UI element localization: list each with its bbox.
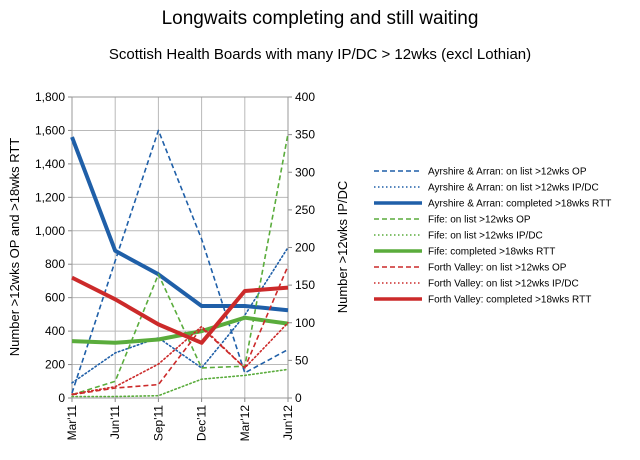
y2-tick-label: 0: [295, 391, 302, 405]
legend-label: Forth Valley: completed >18wks RTT: [428, 295, 591, 306]
legend-label: Fife: completed >18wks RTT: [428, 247, 555, 258]
y2-tick-label: 350: [295, 128, 315, 142]
y-tick-label: 1,600: [35, 123, 65, 137]
series-lines: [70, 129, 289, 398]
legend-label: Ayrshire & Arran: on list >12wks IP/DC: [428, 183, 599, 194]
plot-frame: [71, 96, 289, 399]
series-line-7: [71, 265, 289, 396]
legend-label: Forth Valley: on list >12wks IP/DC: [428, 279, 579, 290]
series-line-4: [71, 133, 289, 396]
y2-tick-label: 250: [295, 203, 315, 217]
y2-tick-label: 50: [295, 353, 309, 367]
series-line-3: [70, 136, 289, 313]
series-line-1: [71, 129, 289, 394]
series-line-5: [71, 368, 289, 398]
series-line-2: [71, 246, 289, 384]
x-tick-label: Mar'11: [65, 405, 79, 441]
legend-label: Ayrshire & Arran: on list >12wks OP: [428, 167, 587, 178]
x-tick-label: Sep'11: [151, 405, 165, 441]
y2-axis-title: Number >12wks IP/DC: [335, 181, 350, 314]
y-axis-title: Number >12wks OP and >18wks RTT: [7, 138, 22, 357]
y-tick-label: 800: [45, 257, 65, 271]
y2-tick-label: 150: [295, 278, 315, 292]
y2-tick-label: 400: [295, 90, 315, 104]
y2-tick-label: 200: [295, 241, 315, 255]
axes: 0 200 400 600 800 1,000 1,200 1,400 1,600 1,800 0 5…: [35, 90, 315, 441]
y-tick-label: 1,800: [35, 90, 65, 104]
x-tick-label: Dec'11: [195, 405, 209, 441]
y2-tick-label: 100: [295, 316, 315, 330]
legend-label: Forth Valley: on list >12wks OP: [428, 263, 567, 274]
y-tick-label: 0: [58, 391, 65, 405]
series-line-8: [71, 321, 289, 396]
legend-label: Fife: on list >12wks IP/DC: [428, 231, 543, 242]
y-tick-label: 1,000: [35, 224, 65, 238]
x-tick-label: Mar'12: [238, 405, 252, 442]
y2-tick-label: 300: [295, 165, 315, 179]
y-tick-label: 400: [45, 324, 65, 338]
x-tick-label: Jun'12: [281, 405, 295, 440]
legend-label: Fife: on list >12wks OP: [428, 215, 531, 226]
x-tick-label: Jun'11: [108, 405, 122, 439]
legend: Ayrshire & Arran: on list >12wks OP Ayrsh…: [374, 167, 611, 306]
chart-subtitle: Scottish Health Boards with many IP/DC >…: [108, 46, 532, 63]
chart-title: Longwaits completing and still waiting: [161, 8, 479, 29]
legend-label: Ayrshire & Arran: completed >18wks RTT: [428, 199, 611, 210]
y-tick-label: 600: [45, 291, 65, 305]
y-tick-label: 1,400: [35, 157, 65, 171]
y-tick-label: 200: [45, 358, 65, 372]
y-tick-label: 1,200: [35, 190, 65, 204]
series-line-9: [71, 275, 289, 345]
